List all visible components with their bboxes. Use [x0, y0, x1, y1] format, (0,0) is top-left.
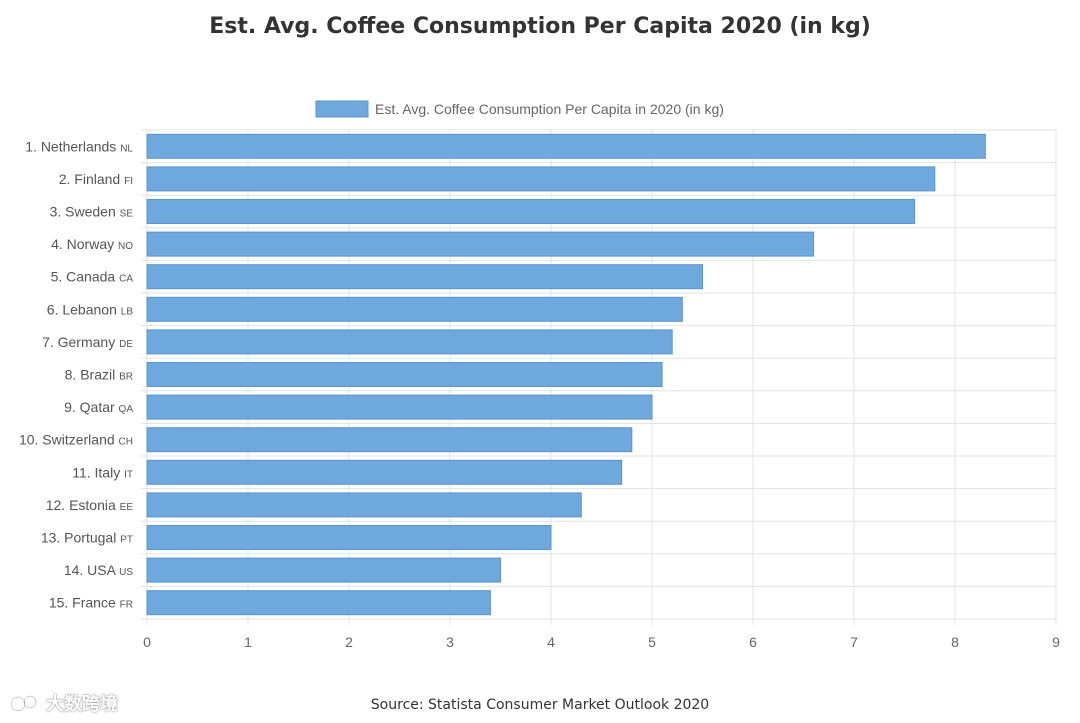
- bar: [146, 394, 653, 420]
- bar: [146, 199, 916, 224]
- x-tick-label: 2: [345, 634, 353, 650]
- x-tick-label: 9: [1052, 634, 1060, 650]
- bar: [146, 362, 663, 387]
- x-tick-label: 1: [244, 634, 252, 650]
- bar: [146, 231, 815, 257]
- category-label: 11. Italy IT: [72, 464, 133, 480]
- legend-swatch: [315, 100, 369, 118]
- x-tick-label: 5: [648, 634, 656, 650]
- x-tick-label: 0: [143, 634, 151, 650]
- bar: [146, 459, 623, 485]
- watermark-logo-icon: [10, 695, 37, 712]
- category-label: 13. Portugal PT: [41, 530, 133, 546]
- category-label: 2. Finland FI: [59, 171, 133, 187]
- x-tick-label: 3: [446, 634, 454, 650]
- bar: [146, 133, 986, 159]
- chart-title: Est. Avg. Coffee Consumption Per Capita …: [209, 14, 871, 39]
- bar: [146, 590, 491, 616]
- watermark: 大数跨境: [10, 690, 118, 716]
- category-label: 5. Canada CA: [51, 269, 134, 285]
- watermark-text: 大数跨境: [46, 694, 118, 715]
- category-label: 14. USA US: [64, 562, 133, 578]
- x-tick-label: 4: [547, 634, 555, 650]
- category-label: 12. Estonia EE: [46, 497, 134, 513]
- bar: [146, 557, 501, 583]
- bar: [146, 329, 673, 355]
- x-tick-label: 7: [850, 634, 858, 650]
- legend-label: Est. Avg. Coffee Consumption Per Capita …: [375, 101, 724, 117]
- category-label: 9. Qatar QA: [64, 399, 133, 415]
- bar: [146, 264, 703, 290]
- bar: [146, 525, 552, 550]
- category-label: 3. Sweden SE: [50, 204, 134, 220]
- x-tick-label: 8: [951, 634, 959, 650]
- category-label: 8. Brazil BR: [65, 367, 133, 383]
- chart-source: Source: Statista Consumer Market Outlook…: [370, 697, 710, 713]
- bar: [146, 166, 936, 192]
- category-label: 4. Norway NO: [51, 236, 133, 252]
- bar: [146, 427, 633, 453]
- category-label: 15. France FR: [49, 595, 133, 611]
- x-tick-label: 6: [749, 634, 757, 650]
- category-label: 1. Netherlands NL: [25, 138, 133, 154]
- bar: [146, 296, 683, 322]
- category-label: 6. Lebanon LB: [47, 301, 134, 317]
- category-label: 7. Germany DE: [42, 334, 133, 350]
- category-label: 10. Switzerland CH: [19, 432, 133, 448]
- bar: [146, 492, 582, 518]
